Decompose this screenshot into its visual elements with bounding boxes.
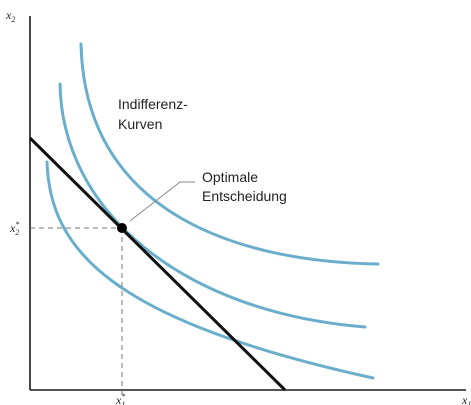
optimal-decision-label-line1: Optimale: [202, 169, 258, 185]
y-optimum-tick-label: x2*: [9, 220, 19, 237]
optimal-leader-line: [129, 181, 195, 222]
optimal-decision-label-line2: Entscheidung: [202, 188, 287, 204]
indifference-curve-high: [79, 42, 380, 266]
budget-line: [28, 136, 287, 392]
indifference-curve-mid: [58, 82, 367, 329]
indifference-curves-label-line2: Kurven: [118, 116, 162, 132]
optimal-point: [117, 223, 127, 233]
indifference-curve-low: [45, 160, 375, 380]
indifference-curves-label-line1: Indifferenz-: [118, 96, 188, 112]
y-axis-label: x2: [5, 8, 15, 24]
x-optimum-tick-label: x1*: [115, 392, 125, 405]
x-axis-label: x1: [461, 393, 471, 405]
